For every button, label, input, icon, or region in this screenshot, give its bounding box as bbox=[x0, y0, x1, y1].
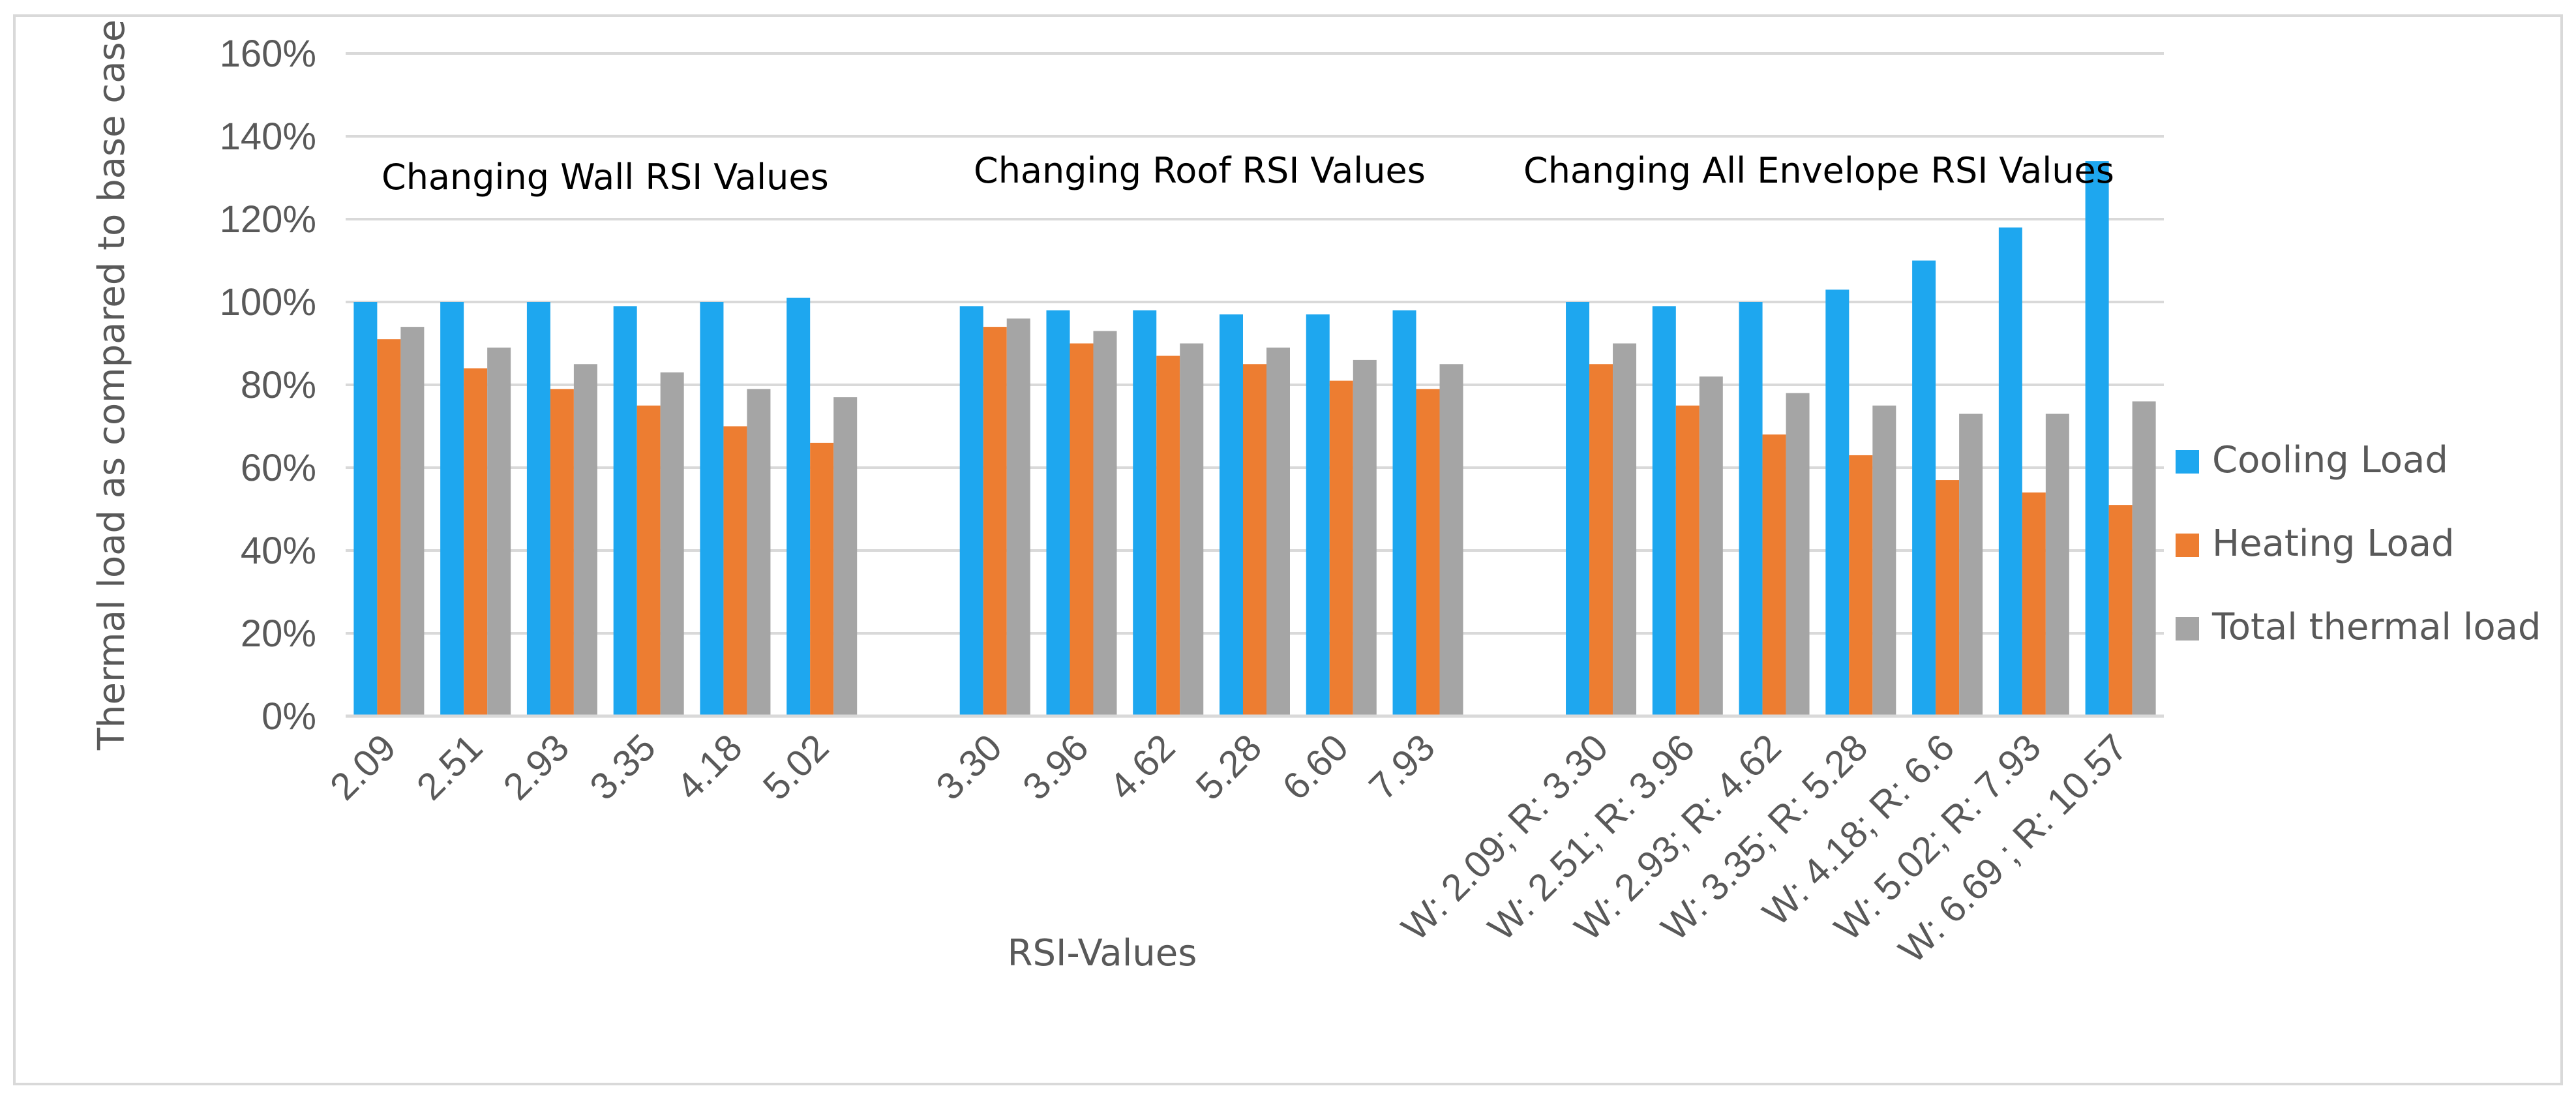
bar-total bbox=[1959, 414, 1983, 716]
bar-total bbox=[747, 389, 771, 716]
group-annotation: Changing Roof RSI Values bbox=[974, 150, 1426, 191]
x-tick-label: 3.35 bbox=[582, 726, 664, 808]
bar-cooling bbox=[613, 306, 637, 717]
bar-cooling bbox=[1566, 302, 1590, 716]
bar-total bbox=[1006, 318, 1030, 716]
bar-heating bbox=[1675, 405, 1700, 716]
bar-total bbox=[573, 364, 597, 716]
legend-label: Heating Load bbox=[2212, 522, 2455, 565]
bar-heating bbox=[1416, 389, 1440, 716]
bar-heating bbox=[1762, 434, 1786, 716]
bar-heating bbox=[810, 442, 834, 716]
legend-swatch-total bbox=[2176, 617, 2199, 641]
bar-heating bbox=[2022, 492, 2046, 716]
x-axis-title: RSI-Values bbox=[1008, 932, 1197, 974]
bar-cooling bbox=[2085, 161, 2109, 717]
y-tick-label: 40% bbox=[241, 530, 316, 572]
bar-heating bbox=[1243, 364, 1266, 716]
bar-cooling bbox=[440, 302, 464, 716]
bar-total bbox=[660, 372, 684, 716]
bar-total bbox=[487, 347, 511, 716]
bar-total bbox=[1699, 376, 1723, 716]
bar-total bbox=[2045, 414, 2069, 716]
bar-heating bbox=[1329, 380, 1353, 716]
y-axis-title: Thermal load as compared to base case bbox=[91, 20, 133, 751]
y-tick-label: 140% bbox=[220, 115, 316, 158]
bar-heating bbox=[983, 327, 1007, 717]
bar-total bbox=[833, 397, 858, 716]
x-tick-label: 5.28 bbox=[1188, 726, 1270, 808]
legend-label: Total thermal load bbox=[2211, 606, 2541, 648]
bar-cooling bbox=[1306, 314, 1330, 716]
x-tick-label: 2.09 bbox=[322, 726, 404, 808]
x-tick-label: 4.62 bbox=[1101, 726, 1184, 808]
bar-cooling bbox=[786, 297, 811, 716]
bar-total bbox=[1353, 359, 1377, 716]
bar-cooling bbox=[959, 306, 983, 717]
legend: Cooling Load Heating Load Total thermal lo… bbox=[2176, 439, 2541, 648]
bar-total bbox=[2132, 401, 2156, 716]
x-tick-label: 3.96 bbox=[1015, 726, 1097, 808]
bar-heating bbox=[1936, 480, 1960, 716]
bar-cooling bbox=[1392, 310, 1416, 716]
y-tick-label: 60% bbox=[241, 447, 316, 489]
x-tick-label: 6.60 bbox=[1274, 726, 1356, 808]
group-annotations: Changing Wall RSI Values Changing Roof RS… bbox=[382, 150, 2114, 198]
x-tick-label: 5.02 bbox=[755, 726, 837, 808]
bar-total bbox=[1439, 364, 1463, 716]
bar-total bbox=[400, 327, 425, 717]
bar-cooling bbox=[1652, 306, 1676, 717]
bar-heating bbox=[464, 368, 488, 716]
bar-cooling bbox=[353, 302, 378, 716]
bar-total bbox=[1872, 405, 1896, 716]
bar-heating bbox=[723, 426, 747, 716]
bars bbox=[353, 161, 2156, 717]
y-tick-label: 20% bbox=[241, 612, 316, 655]
y-tick-label: 160% bbox=[220, 33, 316, 75]
legend-label: Cooling Load bbox=[2212, 439, 2448, 481]
bar-total bbox=[1266, 347, 1290, 716]
bar-cooling bbox=[1046, 310, 1070, 716]
x-tick-label: 7.93 bbox=[1361, 726, 1443, 808]
bar-total bbox=[1613, 343, 1637, 716]
bar-total bbox=[1093, 331, 1117, 716]
y-tick-label: 0% bbox=[262, 695, 316, 738]
bar-heating bbox=[1589, 364, 1613, 716]
bar-total bbox=[1180, 343, 1204, 716]
x-axis-ticks: 2.09 2.51 2.93 3.35 4.18 5.02 3.30 3.96 4.62 5.28… bbox=[322, 726, 2136, 971]
y-axis-ticks: 0% 20% 40% 60% 80% 100% 120% 140% 160% bbox=[220, 33, 316, 738]
bar-cooling bbox=[1220, 314, 1243, 716]
x-tick-label: 4.18 bbox=[668, 726, 751, 808]
bar-cooling bbox=[700, 302, 724, 716]
bar-heating bbox=[1849, 455, 1873, 716]
y-tick-label: 80% bbox=[241, 364, 316, 406]
bar-cooling bbox=[1739, 302, 1763, 716]
bar-cooling bbox=[1998, 227, 2022, 716]
y-tick-label: 120% bbox=[220, 198, 316, 241]
bar-cooling bbox=[1133, 310, 1157, 716]
bar-heating bbox=[2108, 505, 2133, 716]
bar-heating bbox=[377, 339, 401, 716]
x-tick-label: 2.51 bbox=[409, 726, 491, 808]
bar-heating bbox=[1156, 355, 1180, 716]
group-annotation: Changing All Envelope RSI Values bbox=[1523, 150, 2114, 191]
x-tick-label: 2.93 bbox=[495, 726, 577, 808]
bar-cooling bbox=[526, 302, 550, 716]
y-tick-label: 100% bbox=[220, 281, 316, 324]
bar-cooling bbox=[1825, 289, 1850, 716]
bar-cooling bbox=[1912, 260, 1936, 716]
group-annotation: Changing Wall RSI Values bbox=[382, 157, 829, 198]
bar-heating bbox=[1070, 343, 1094, 716]
bar-heating bbox=[550, 389, 574, 716]
bar-heating bbox=[637, 405, 661, 716]
bar-total bbox=[1786, 393, 1810, 716]
x-tick-label: 3.30 bbox=[928, 726, 1010, 808]
legend-swatch-cooling bbox=[2176, 450, 2199, 474]
legend-swatch-heating bbox=[2176, 534, 2199, 557]
